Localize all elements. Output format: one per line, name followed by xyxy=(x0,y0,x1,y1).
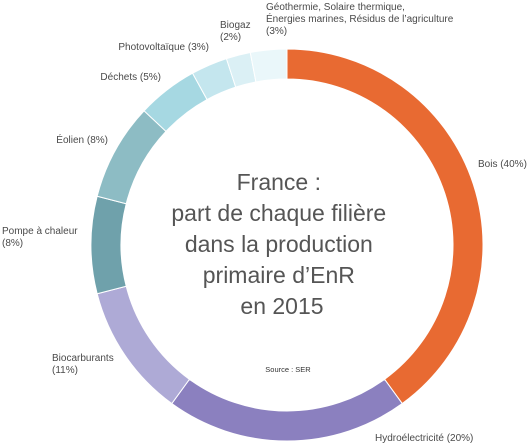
slice-label-4: Éolien (8%) xyxy=(56,133,108,146)
donut-slices xyxy=(90,48,484,442)
slice-1 xyxy=(171,378,403,442)
slice-4 xyxy=(96,110,167,205)
chart-title-line-5: en 2015 xyxy=(240,293,323,319)
chart-title-line-3: dans la production xyxy=(185,231,373,257)
slice-label-1: Hydroélectricité (20%) xyxy=(375,433,473,444)
slice-label-2: Biocarburants (11%) xyxy=(52,353,114,376)
chart-source: Source : SER xyxy=(265,365,311,374)
slice-2 xyxy=(96,285,191,405)
slice-label-0: Bois (40%) xyxy=(478,159,527,170)
slice-label-6: Photovoltaïque (3%) xyxy=(118,42,209,53)
slice-label-7: Biogaz (2%) xyxy=(220,20,251,43)
slice-8 xyxy=(249,48,288,83)
chart-title: France : part de chaque filière dans la … xyxy=(171,169,392,319)
slice-label-3: Pompe à chaleur (8%) xyxy=(2,226,78,249)
chart-title-line-4: primaire d’EnR xyxy=(203,262,355,288)
slice-0 xyxy=(286,48,484,405)
slice-label-5: Déchets (5%) xyxy=(100,72,161,83)
chart-title-line-1: France : xyxy=(237,169,321,195)
chart-title-line-2: part de chaque filière xyxy=(171,200,386,226)
slice-label-8: Géothermie, Solaire thermique, Énergies m… xyxy=(266,2,454,37)
slice-3 xyxy=(90,195,127,295)
